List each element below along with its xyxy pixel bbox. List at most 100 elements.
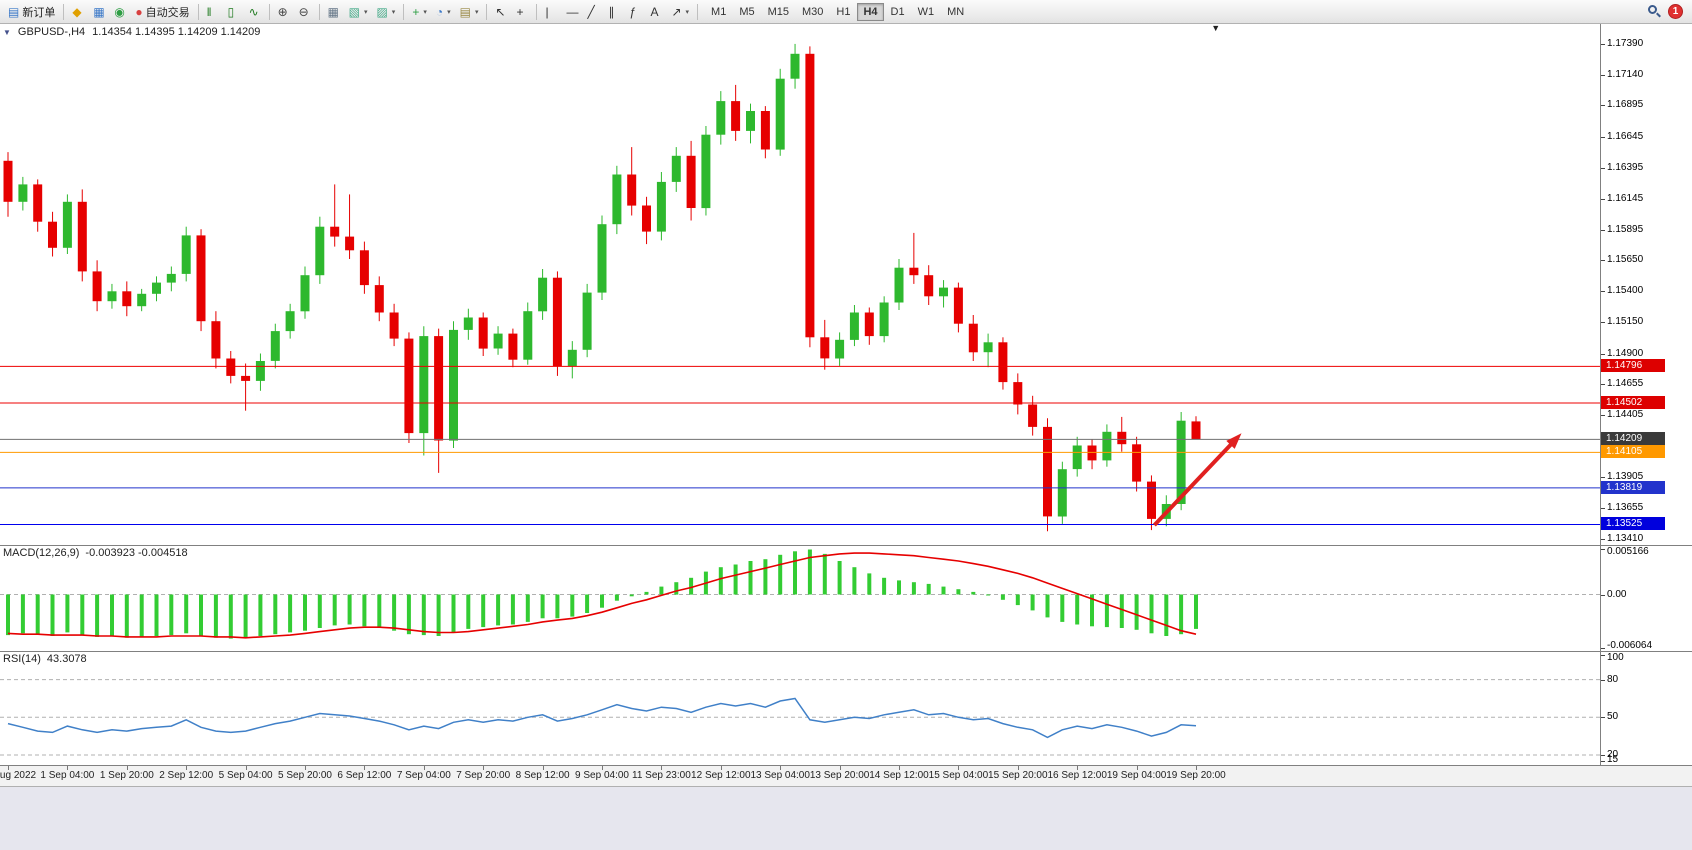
macd-histogram-bar: [525, 594, 530, 622]
new-chart-button[interactable]: ▧ ▾: [345, 2, 372, 22]
timeframe-button-d1[interactable]: D1: [890, 5, 905, 18]
dropdown-caret-icon: ▾: [447, 8, 451, 16]
cursor-button[interactable]: ↖: [491, 2, 511, 22]
price-tick-label: 1.16145: [1607, 192, 1644, 204]
bar-chart-button[interactable]: ‖: [203, 2, 223, 22]
macd-histogram-bar: [1119, 594, 1124, 628]
macd-histogram-bar: [124, 594, 129, 638]
line-chart-icon: ∿: [248, 4, 259, 19]
macd-histogram-bar: [941, 586, 946, 595]
macd-histogram-bar: [184, 594, 189, 634]
candle: [18, 176, 28, 211]
rsi-chart[interactable]: [0, 652, 1600, 765]
navigator-button[interactable]: ◉: [110, 2, 130, 22]
trend-arrow[interactable]: [1152, 439, 1237, 527]
candle: [345, 194, 355, 259]
data-window-button[interactable]: ▦: [89, 2, 109, 22]
macd-histogram-bar: [718, 567, 723, 595]
macd-histogram-bar: [466, 594, 471, 629]
notification-badge[interactable]: 1: [1668, 4, 1683, 19]
candle: [552, 271, 562, 376]
rsi-title: RSI(14): [3, 653, 41, 665]
time-tick-mark: [1018, 766, 1019, 770]
time-tick-mark: [899, 766, 900, 770]
macd-axis[interactable]: 0.005166 0.00 -0.006064: [1600, 546, 1692, 651]
macd-histogram-bar: [629, 594, 634, 597]
macd-histogram-bar: [288, 594, 293, 633]
timeframe-button-m5[interactable]: M5: [739, 5, 755, 18]
market-watch-button[interactable]: ◆: [68, 2, 88, 22]
templates-button[interactable]: ▤ ▾: [456, 2, 483, 22]
macd-histogram-bar: [867, 573, 872, 595]
channel-button[interactable]: ∥: [604, 2, 624, 22]
crosshair-button[interactable]: +: [512, 2, 532, 22]
macd-histogram-bar: [659, 586, 664, 595]
candle: [998, 337, 1008, 390]
price-badge: 1.14209: [1601, 432, 1665, 446]
price-tick-label: 1.14900: [1607, 347, 1644, 359]
macd-chart[interactable]: [0, 546, 1600, 651]
timeframe-button-m30[interactable]: M30: [802, 5, 824, 18]
candlestick-button[interactable]: ▯: [224, 2, 244, 22]
timeframe-button-h4[interactable]: H4: [857, 2, 884, 21]
macd-histogram-bar: [1075, 594, 1080, 625]
tile-windows-button[interactable]: ▦: [324, 2, 344, 22]
rsi-axis[interactable]: 100 80 50 20 15: [1600, 652, 1692, 765]
macd-histogram-bar: [332, 594, 337, 626]
price-chart[interactable]: [0, 24, 1600, 545]
macd-tick-label: -0.006064: [1607, 640, 1653, 651]
timeframe-button-m15[interactable]: M15: [767, 5, 790, 18]
candle: [285, 303, 295, 339]
candle: [849, 305, 859, 347]
price-axis[interactable]: 1.14796 1.14502 1.14209 1.14105 1.13819 1.135…: [1600, 24, 1692, 545]
profiles-button[interactable]: ▨ ▾: [372, 2, 399, 22]
macd-tick-mark: [1601, 548, 1605, 550]
macd-histogram-bar: [303, 594, 307, 631]
search-icon[interactable]: [1648, 5, 1661, 18]
autotrading-button[interactable]: ● 自动交易: [131, 2, 193, 22]
timeframe-button-w1[interactable]: W1: [917, 5, 935, 18]
candle: [983, 333, 993, 368]
vertical-line-button[interactable]: |: [541, 2, 561, 22]
chart-shift-marker[interactable]: ▼: [1211, 24, 1221, 33]
price-badge: 1.13525: [1601, 517, 1665, 531]
candle: [478, 312, 488, 356]
price-chart-area[interactable]: ▼ GBPUSD-,H4 1.14354 1.14395 1.14209 1.1…: [0, 24, 1600, 545]
timeframe-button-h1[interactable]: H1: [836, 5, 851, 18]
collapse-arrow-icon[interactable]: ▼: [3, 27, 11, 37]
candle: [241, 363, 251, 411]
rsi-tick-mark: [1601, 654, 1605, 656]
macd-chart-area[interactable]: MACD(12,26,9) -0.003923 -0.004518: [0, 546, 1600, 651]
candle: [864, 307, 874, 345]
trendline-button[interactable]: ╱: [583, 2, 603, 22]
zoom-in-button[interactable]: ⊕: [274, 2, 294, 22]
fibonacci-button[interactable]: ƒ: [625, 2, 645, 22]
new-order-button[interactable]: ▤ 新订单: [4, 2, 59, 22]
candle: [671, 147, 681, 192]
price-tick-label: 1.14405: [1607, 409, 1644, 421]
macd-histogram-bar: [243, 594, 248, 638]
candle: [48, 211, 57, 257]
candle: [92, 260, 102, 312]
timeframe-button-mn[interactable]: MN: [947, 5, 965, 18]
rsi-chart-area[interactable]: RSI(14) 43.3078: [0, 652, 1600, 765]
candlestick-icon: ▯: [227, 4, 235, 19]
data-window-icon: ▦: [93, 4, 105, 19]
candle: [211, 311, 221, 369]
arrows-button[interactable]: ↗ ▾: [667, 2, 693, 22]
ohlc-label: 1.14354 1.14395 1.14209 1.14209: [92, 26, 261, 38]
zoom-out-button[interactable]: ⊖: [295, 2, 315, 22]
tile-windows-icon: ▦: [327, 4, 339, 19]
candle: [300, 266, 310, 319]
text-button[interactable]: A: [646, 2, 666, 22]
horizontal-line-button[interactable]: —: [562, 2, 582, 22]
candle: [463, 308, 473, 340]
timeframe-button-m1[interactable]: M1: [711, 5, 727, 18]
periods-button[interactable]: ◔ ▾: [432, 2, 455, 22]
indicators-button[interactable]: + ▾: [408, 2, 431, 22]
macd-histogram-bar: [317, 594, 322, 628]
line-chart-button[interactable]: ∿: [245, 2, 265, 22]
autotrading-icon: ●: [135, 4, 143, 19]
candle: [582, 283, 592, 358]
